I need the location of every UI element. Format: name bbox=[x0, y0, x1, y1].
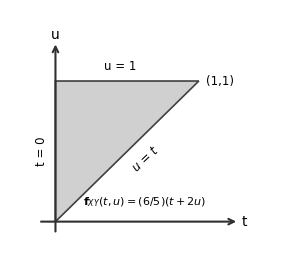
Polygon shape bbox=[55, 81, 199, 222]
Text: t = 0: t = 0 bbox=[35, 136, 48, 166]
Text: t: t bbox=[242, 215, 248, 229]
Text: u: u bbox=[51, 28, 60, 42]
Text: u = t: u = t bbox=[130, 145, 161, 175]
Text: (1,1): (1,1) bbox=[206, 74, 234, 87]
Text: u = 1: u = 1 bbox=[104, 60, 136, 73]
Text: $\mathbf{f}_{XY}(t,u) = (6/5)(t + 2u)$: $\mathbf{f}_{XY}(t,u) = (6/5)(t + 2u)$ bbox=[83, 195, 206, 209]
